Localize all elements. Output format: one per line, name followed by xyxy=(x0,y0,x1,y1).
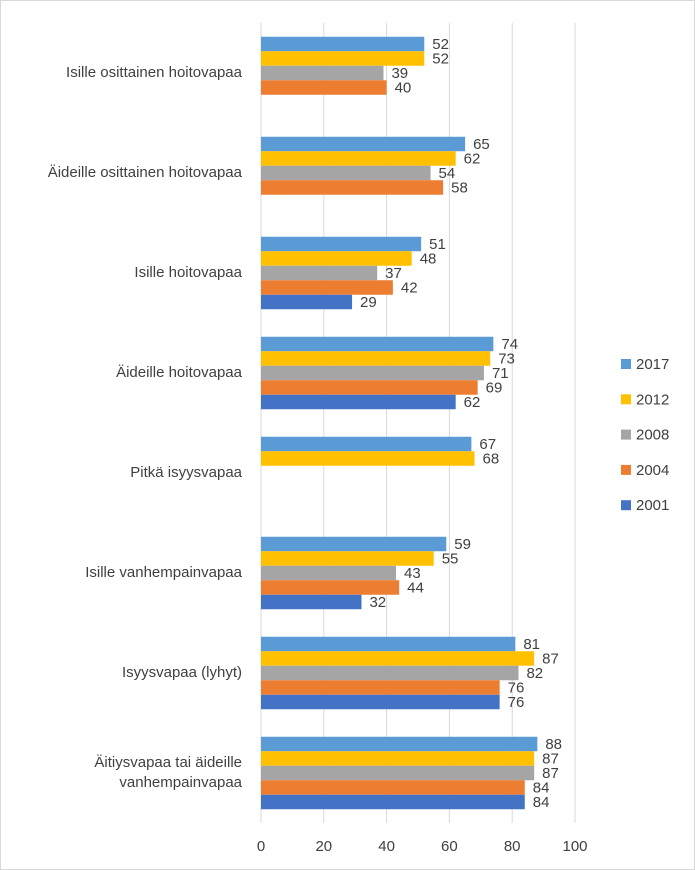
bar xyxy=(261,236,422,252)
value-label: 87 xyxy=(542,750,559,767)
x-tick-label: 0 xyxy=(257,838,265,855)
bar xyxy=(261,565,397,581)
value-label: 68 xyxy=(483,450,500,467)
bar xyxy=(261,636,516,652)
y-tick-label: Äideille osittainen hoitovapaa xyxy=(47,164,242,181)
value-label: 88 xyxy=(545,736,562,753)
value-label: 82 xyxy=(526,665,543,682)
legend-label: 2001 xyxy=(636,497,669,514)
legend-swatch xyxy=(621,429,631,440)
value-label: 59 xyxy=(454,536,471,553)
value-label: 58 xyxy=(451,179,468,196)
bar xyxy=(261,436,472,452)
value-label: 44 xyxy=(407,579,424,596)
bar xyxy=(261,80,387,95)
bar xyxy=(261,51,425,66)
y-tick-label: Isille vanhempainvapaa xyxy=(85,564,242,581)
bar xyxy=(261,365,484,381)
legend-swatch xyxy=(621,464,631,475)
bar xyxy=(261,451,475,466)
value-label: 84 xyxy=(533,779,550,796)
bar xyxy=(261,765,535,781)
value-label: 54 xyxy=(439,165,456,182)
legend-swatch xyxy=(621,359,631,369)
bar xyxy=(261,251,412,266)
value-label: 73 xyxy=(498,350,515,367)
bar xyxy=(261,751,535,766)
legend-label: 2017 xyxy=(636,356,669,373)
legend-label: 2012 xyxy=(636,391,669,408)
bar xyxy=(261,136,466,152)
y-tick-label: Isyysvapaa (lyhyt) xyxy=(121,664,242,681)
y-tick-label: Isille osittainen hoitovapaa xyxy=(66,64,242,81)
bar xyxy=(261,151,456,166)
value-label: 48 xyxy=(420,250,437,267)
value-label: 52 xyxy=(432,50,449,67)
bar xyxy=(261,665,519,681)
value-label: 69 xyxy=(486,379,503,396)
value-label: 87 xyxy=(542,765,559,782)
value-label: 39 xyxy=(391,65,408,82)
value-label: 37 xyxy=(385,265,402,282)
bar xyxy=(261,294,353,310)
bar xyxy=(261,594,362,610)
bar xyxy=(261,165,431,181)
value-label: 62 xyxy=(464,150,481,167)
value-label: 42 xyxy=(401,279,418,296)
value-label: 76 xyxy=(508,679,525,696)
value-label: 55 xyxy=(442,550,459,567)
bar xyxy=(261,280,393,295)
y-tick-label: Isille hoitovapaa xyxy=(134,264,242,281)
bar xyxy=(261,580,400,595)
bar xyxy=(261,380,478,395)
bar xyxy=(261,736,538,752)
bar xyxy=(261,65,384,81)
legend-label: 2008 xyxy=(636,427,669,444)
bar xyxy=(261,694,500,710)
value-label: 62 xyxy=(464,394,481,411)
value-label: 51 xyxy=(429,236,446,253)
x-tick-label: 100 xyxy=(562,838,587,855)
bar xyxy=(261,536,447,552)
value-label: 32 xyxy=(369,594,386,611)
bar xyxy=(261,265,378,281)
x-tick-label: 40 xyxy=(378,838,395,855)
value-label: 52 xyxy=(432,36,449,53)
bar xyxy=(261,351,491,366)
value-label: 76 xyxy=(508,694,525,711)
bar xyxy=(261,336,494,352)
x-tick-label: 20 xyxy=(315,838,332,855)
bar xyxy=(261,180,444,195)
bar xyxy=(261,551,434,566)
value-label: 87 xyxy=(542,650,559,667)
y-tick-label: Äideille hoitovapaa xyxy=(116,364,242,381)
value-label: 65 xyxy=(473,136,490,153)
value-label: 40 xyxy=(395,79,412,96)
value-label: 74 xyxy=(501,336,518,353)
bar xyxy=(261,680,500,695)
x-tick-label: 80 xyxy=(504,838,521,855)
legend-label: 2004 xyxy=(636,462,669,479)
value-label: 43 xyxy=(404,565,421,582)
bar xyxy=(261,651,535,666)
bar xyxy=(261,394,456,410)
y-tick-label: Pitkä isyysvapaa xyxy=(130,464,242,481)
value-label: 71 xyxy=(492,365,509,382)
bar xyxy=(261,36,425,52)
x-tick-label: 60 xyxy=(441,838,458,855)
legend-swatch xyxy=(621,394,631,405)
bar xyxy=(261,780,525,795)
value-label: 81 xyxy=(523,636,540,653)
value-label: 29 xyxy=(360,294,377,311)
value-label: 67 xyxy=(479,436,496,453)
value-label: 84 xyxy=(533,794,550,811)
bar xyxy=(261,794,525,810)
y-tick-label: Äitiysvapaa tai äideille vanhempainvapaa xyxy=(94,754,242,791)
legend-swatch xyxy=(621,500,631,511)
